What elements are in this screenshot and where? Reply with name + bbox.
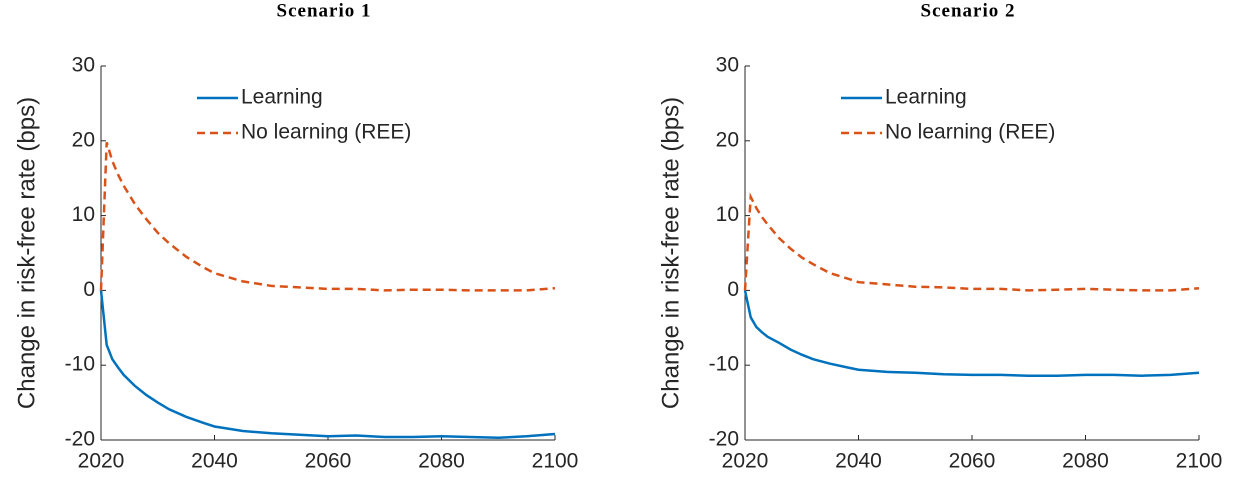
- y-tick-label: -10: [709, 353, 739, 376]
- legend-label: Learning: [241, 86, 323, 109]
- legend-label: No learning (REE): [885, 121, 1055, 144]
- y-tick-label: 0: [727, 278, 739, 301]
- chart: Scenario 2 Change in risk-free rate (bps)…: [657, 0, 1222, 472]
- y-tick-label: 10: [72, 203, 95, 226]
- y-tick-label: 20: [72, 128, 95, 151]
- chart: Scenario 1 Change in risk-free rate (bps)…: [13, 0, 578, 472]
- y-tick-label: 10: [716, 203, 739, 226]
- x-tick-label: 2040: [835, 450, 882, 473]
- y-axis-label: Change in risk-free rate (bps): [13, 97, 40, 409]
- x-tick-label: 2020: [722, 450, 769, 473]
- y-tick-label: 20: [716, 128, 739, 151]
- legend-label: No learning (REE): [241, 121, 411, 144]
- x-tick-label: 2100: [1176, 450, 1223, 473]
- chart-title: Scenario 1: [277, 0, 372, 21]
- chart-title: Scenario 2: [921, 0, 1016, 21]
- line-series: [99, 290, 556, 440]
- line-series: [99, 141, 556, 292]
- y-tick-label: 30: [716, 54, 739, 77]
- y-axis-label: Change in risk-free rate (bps): [657, 97, 684, 409]
- x-tick-label: 2080: [418, 450, 465, 473]
- line-series: [743, 290, 1200, 377]
- x-tick-label: 2080: [1062, 450, 1109, 473]
- y-tick-label: -20: [709, 428, 739, 451]
- line-series: [743, 192, 1200, 292]
- y-tick-label: 0: [83, 278, 95, 301]
- y-tick-label: -20: [65, 428, 95, 451]
- x-tick-label: 2060: [305, 450, 352, 473]
- x-tick-label: 2040: [191, 450, 238, 473]
- legend-label: Learning: [885, 86, 967, 109]
- x-tick-label: 2060: [949, 450, 996, 473]
- y-tick-label: 30: [72, 54, 95, 77]
- y-tick-label: -10: [65, 353, 95, 376]
- x-tick-label: 2020: [78, 450, 125, 473]
- x-tick-label: 2100: [532, 450, 579, 473]
